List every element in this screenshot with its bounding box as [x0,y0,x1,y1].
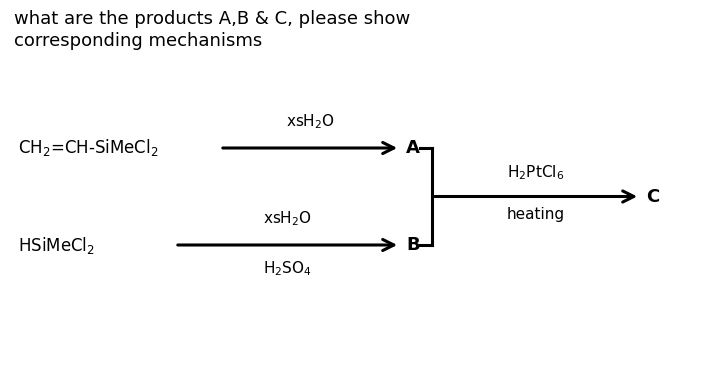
Text: H$_2$SO$_4$: H$_2$SO$_4$ [263,259,312,278]
Text: CH$_2$=CH-SiMeCl$_2$: CH$_2$=CH-SiMeCl$_2$ [18,138,158,158]
Text: xsH$_2$O: xsH$_2$O [263,209,312,228]
Text: H$_2$PtCl$_6$: H$_2$PtCl$_6$ [508,164,564,183]
Text: heating: heating [507,206,565,222]
Text: HSiMeCl$_2$: HSiMeCl$_2$ [18,234,95,255]
Text: B: B [406,236,420,254]
Text: C: C [646,188,660,206]
Text: A: A [406,139,420,157]
Text: xsH$_2$O: xsH$_2$O [286,112,335,131]
Text: what are the products A,B & C, please show: what are the products A,B & C, please sh… [14,10,410,28]
Text: corresponding mechanisms: corresponding mechanisms [14,32,262,50]
